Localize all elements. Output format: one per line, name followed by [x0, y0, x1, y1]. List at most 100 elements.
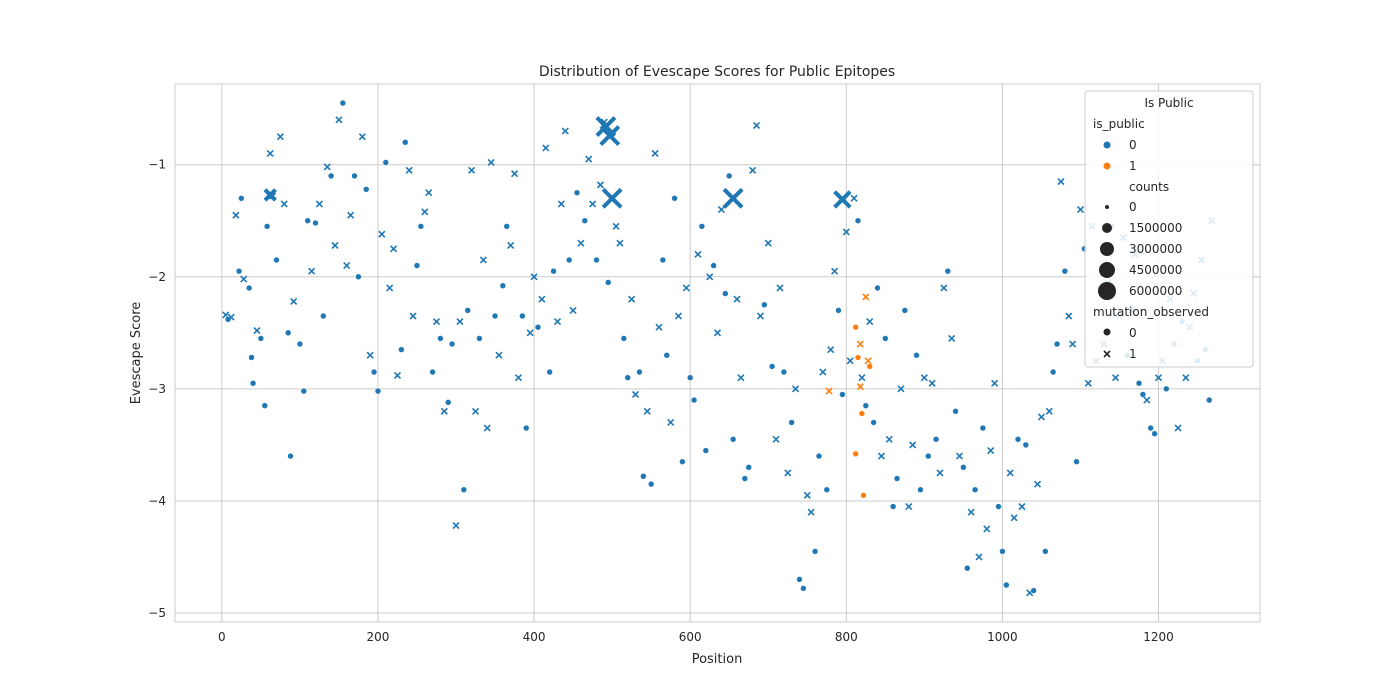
epitope-point: [803, 491, 811, 499]
epitope-point: [1018, 502, 1026, 511]
epitope-point: [995, 503, 1002, 510]
y-axis-label: Evescape Score: [129, 302, 144, 405]
epitope-point: [991, 379, 999, 387]
epitope-point: [358, 133, 366, 141]
data-points: [222, 99, 1216, 597]
x-tick-label: 0: [218, 630, 226, 644]
legend-size-4-marker: [1098, 282, 1116, 300]
epitope-point: [936, 469, 944, 477]
epitope-point: [893, 475, 901, 482]
epitope-point: [429, 368, 436, 376]
epitope-point: [1030, 587, 1037, 594]
epitope-point: [913, 352, 920, 359]
epitope-point: [667, 418, 675, 427]
epitope-point: [944, 268, 951, 275]
epitope-point: [393, 371, 402, 379]
epitope-point: [264, 223, 271, 230]
epitope-point: [315, 200, 323, 208]
epitope-point: [452, 522, 460, 530]
epitope-point: [901, 307, 908, 314]
epitope-point: [382, 159, 389, 166]
epitope-point: [722, 290, 729, 297]
epitope-point: [261, 402, 268, 409]
epitope-point: [620, 335, 627, 342]
legend-hue-1-label: 1: [1129, 159, 1137, 173]
epitope-point: [464, 307, 471, 314]
epitope-point: [726, 172, 733, 180]
epitope-point: [687, 374, 694, 381]
epitope-point: [389, 245, 398, 253]
epitope-point: [702, 447, 709, 454]
legend-size-title: counts: [1129, 180, 1169, 194]
epitope-point: [449, 340, 456, 348]
epitope-point: [987, 446, 995, 455]
public-epitope-point: [864, 357, 872, 365]
epitope-point: [769, 363, 776, 370]
epitope-point: [585, 155, 593, 163]
public-epitope-point: [860, 492, 867, 499]
epitope-point: [877, 452, 885, 460]
large-count-point: [263, 188, 277, 202]
epitope-point: [280, 200, 288, 208]
epitope-point: [882, 335, 889, 342]
epitope-point: [1006, 469, 1014, 477]
public-epitope-point: [856, 340, 864, 348]
epitope-point: [487, 158, 495, 167]
epitope-point: [741, 475, 748, 482]
x-tick-label: 600: [679, 630, 702, 644]
epitope-point: [967, 508, 975, 516]
legend-size-1-marker: [1102, 223, 1112, 233]
y-tick-label: −1: [148, 158, 166, 172]
epitope-point: [1076, 205, 1085, 214]
y-tick-label: −3: [148, 382, 166, 396]
epitope-point: [1073, 458, 1080, 465]
epitope-point: [437, 335, 444, 342]
x-tick-label: 400: [523, 630, 546, 644]
epitope-point: [827, 346, 835, 354]
epitope-point: [304, 217, 311, 224]
epitope-point: [780, 368, 787, 376]
epitope-point: [370, 368, 378, 376]
epitope-point: [227, 313, 235, 321]
epitope-point: [909, 441, 917, 449]
epitope-point: [631, 390, 640, 399]
epitope-point: [772, 435, 780, 443]
epitope-point: [925, 453, 932, 460]
epitope-point: [249, 380, 257, 387]
legend-style-title: mutation_observed: [1093, 305, 1209, 319]
epitope-point: [706, 273, 714, 281]
epitope-point: [839, 391, 846, 398]
epitope-point: [1061, 268, 1068, 275]
epitope-point: [1154, 374, 1163, 382]
grid-lines: [175, 84, 1260, 622]
epitope-point: [526, 329, 534, 337]
epitope-point: [815, 453, 823, 460]
epitope-point: [605, 279, 612, 286]
epitope-point: [835, 307, 842, 314]
x-tick-label: 1000: [987, 630, 1018, 644]
epitope-point: [593, 256, 600, 264]
epitope-point: [456, 318, 464, 326]
legend-size-4-label: 6000000: [1129, 284, 1182, 298]
legend-size-0-marker: [1105, 205, 1109, 209]
epitope-point: [523, 424, 530, 432]
epitope-point: [796, 576, 803, 583]
epitope-point: [640, 473, 647, 480]
epitope-point: [846, 357, 854, 365]
epitope-point: [690, 396, 698, 404]
epitope-point: [858, 374, 866, 382]
epitope-point: [905, 502, 913, 511]
epitope-point: [920, 374, 928, 382]
epitope-point: [776, 284, 784, 292]
epitope-point: [378, 230, 386, 238]
epitope-point: [238, 195, 245, 202]
epitope-point: [510, 170, 519, 178]
legend-size-3-label: 4500000: [1129, 263, 1182, 277]
y-tick-label: −5: [148, 606, 166, 620]
epitope-point: [1112, 374, 1120, 382]
epitope-point: [483, 424, 491, 432]
epitope-point: [577, 239, 585, 247]
epitope-point: [850, 194, 858, 202]
epitope-point: [276, 133, 284, 141]
